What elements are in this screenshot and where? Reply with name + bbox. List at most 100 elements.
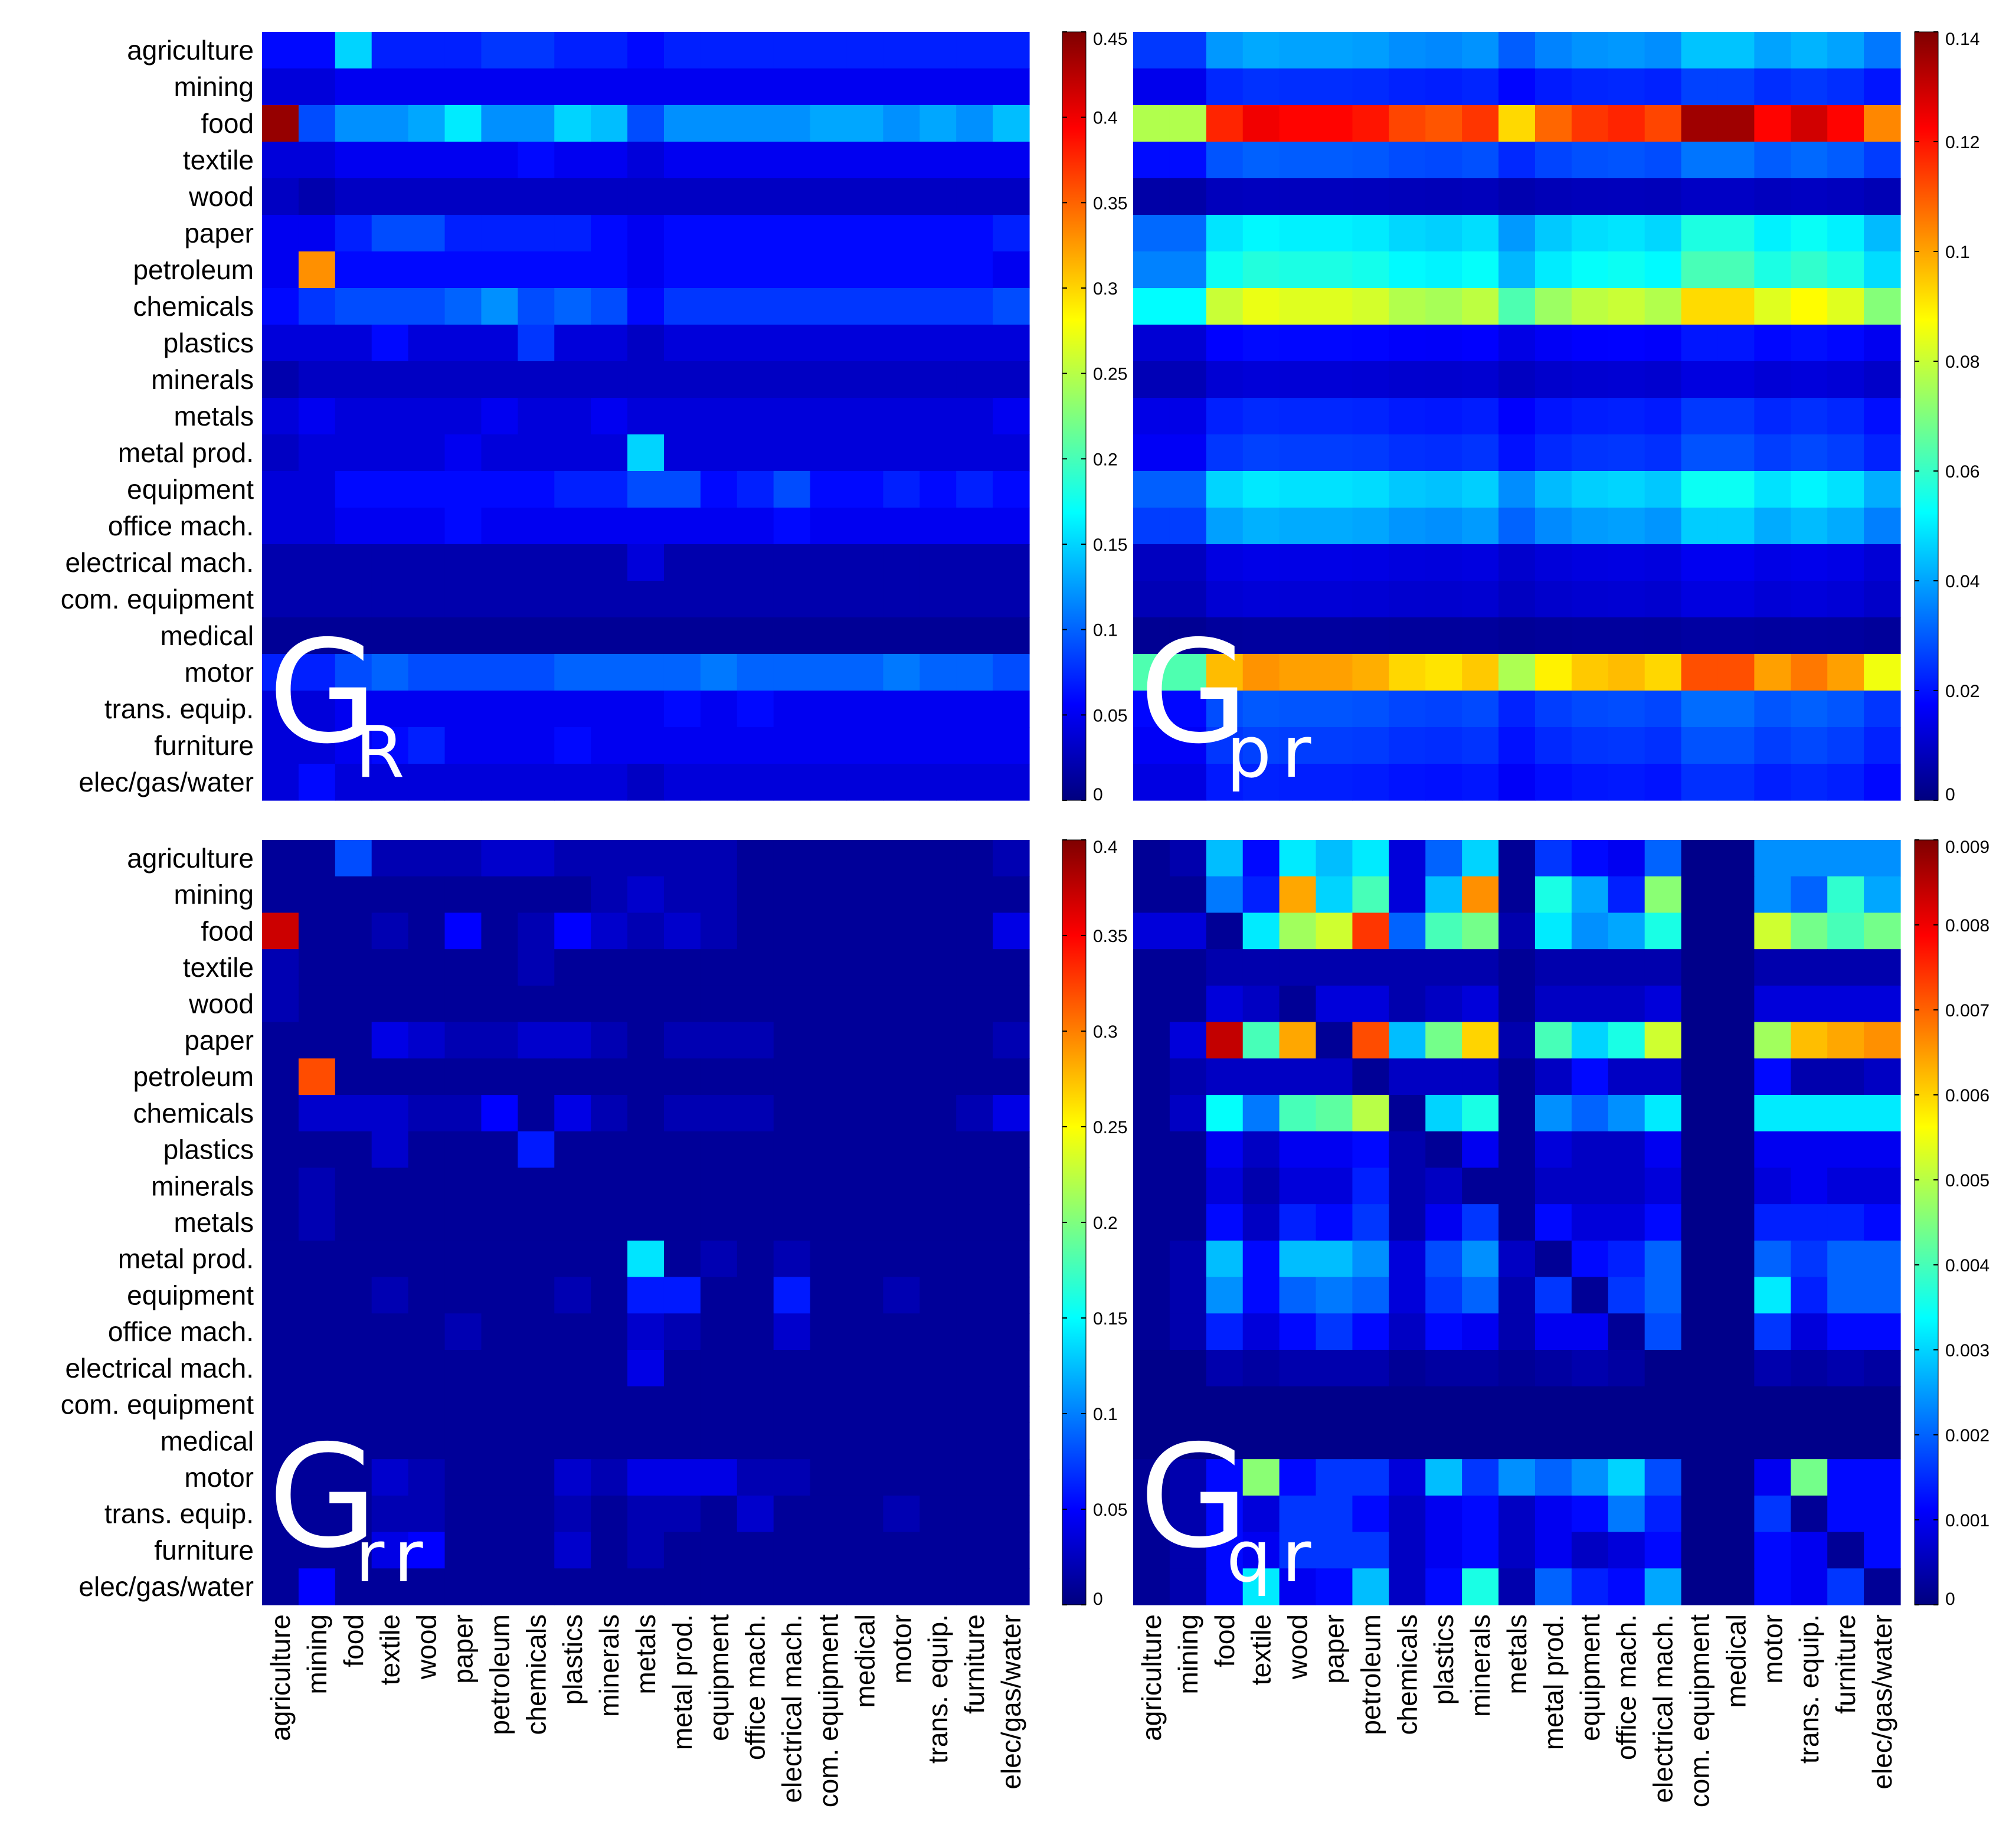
heatmap-cell: [1827, 1240, 1864, 1278]
heatmap-cell: [1242, 1459, 1280, 1496]
heatmap-cell: [773, 840, 811, 877]
heatmap-cell: [737, 654, 774, 691]
heatmap-cell: [956, 691, 993, 728]
heatmap-cell: [1498, 1277, 1536, 1314]
heatmap-cell: [883, 1240, 920, 1278]
heatmap-cell: [1571, 251, 1609, 289]
column-label: office mach.: [1611, 1614, 1642, 1760]
heatmap-cell: [700, 985, 738, 1023]
heatmap-cell: [956, 617, 993, 655]
heatmap-cell: [1389, 1459, 1426, 1496]
heatmap-cell: [1644, 654, 1682, 691]
colorbar-tick-label: 0.1: [1093, 621, 1118, 640]
heatmap-cell: [1462, 508, 1499, 545]
heatmap-cell: [262, 1350, 299, 1387]
heatmap-cell: [1242, 1095, 1280, 1132]
colorbar-tick-label: 0.25: [1093, 1118, 1127, 1137]
heatmap-cell: [1827, 1568, 1864, 1605]
heatmap-cell: [773, 1532, 811, 1569]
heatmap-cell: [810, 764, 848, 801]
heatmap-cell: [1498, 215, 1536, 252]
heatmap-cell: [1242, 288, 1280, 325]
heatmap-cell: [262, 325, 299, 362]
heatmap-cell: [1864, 876, 1901, 914]
heatmap-cell: [663, 1568, 701, 1605]
heatmap-cell: [846, 105, 884, 142]
heatmap-cell: [1133, 840, 1170, 877]
heatmap-cell: [810, 949, 848, 986]
heatmap-cell: [1571, 105, 1609, 142]
heatmap-cell: [1352, 325, 1389, 362]
heatmap-cell: [1498, 1532, 1536, 1569]
heatmap-cell: [1352, 1277, 1389, 1314]
heatmap-cell: [1316, 1532, 1353, 1569]
column-label: petroleum: [1355, 1614, 1386, 1735]
heatmap-cell: [627, 398, 665, 435]
heatmap-cell: [1608, 508, 1645, 545]
heatmap-cell: [1827, 1495, 1864, 1533]
heatmap-cell: [1571, 1167, 1609, 1205]
heatmap-cell: [700, 544, 738, 581]
heatmap-cell: [1498, 1313, 1536, 1350]
heatmap-cell: [1279, 1313, 1317, 1350]
heatmap-cell: [1133, 1386, 1170, 1424]
heatmap-cell: [481, 32, 518, 69]
heatmap-cell: [444, 1095, 482, 1132]
heatmap-cell: [627, 1386, 665, 1424]
heatmap-cell: [1791, 581, 1828, 618]
heatmap-cell: [444, 876, 482, 914]
heatmap-cell: [298, 361, 336, 398]
heatmap-cell: [1169, 840, 1207, 877]
heatmap-cell: [1389, 471, 1426, 508]
heatmap-cell: [1206, 1022, 1244, 1059]
heatmap-cell: [1169, 1240, 1207, 1278]
heatmap-cell: [1279, 1131, 1317, 1169]
heatmap-cell: [1608, 361, 1645, 398]
heatmap-cell: [700, 1095, 738, 1132]
heatmap-cell: [1169, 398, 1207, 435]
heatmap-cell: [518, 764, 555, 801]
heatmap-cell: [1462, 215, 1499, 252]
heatmap-cell: [591, 912, 628, 950]
heatmap-cell: [1206, 581, 1244, 618]
heatmap-cell: [554, 1095, 591, 1132]
heatmap-cell: [444, 1532, 482, 1569]
heatmap-cell: [591, 1532, 628, 1569]
heatmap-cell: [1425, 1495, 1462, 1533]
heatmap-cell: [1352, 1095, 1389, 1132]
heatmap-cell: [1534, 876, 1572, 914]
heatmap-cell: [1791, 68, 1828, 106]
heatmap-cell: [1352, 985, 1389, 1023]
heatmap-cell: [1462, 1350, 1499, 1387]
heatmap-cell: [1644, 876, 1682, 914]
heatmap-cell: [1169, 1204, 1207, 1241]
heatmap-cell: [1133, 178, 1170, 215]
heatmap-cell: [1242, 325, 1280, 362]
colorbar-tick-label: 0.04: [1945, 572, 1979, 591]
heatmap-cell: [1754, 434, 1791, 472]
heatmap-cell: [737, 1350, 774, 1387]
heatmap-cell: [1754, 32, 1791, 69]
heatmap-cell: [920, 949, 957, 986]
heatmap-cell: [627, 544, 665, 581]
heatmap-cell: [1352, 1532, 1389, 1569]
heatmap-cell: [1462, 691, 1499, 728]
heatmap-cell: [1608, 178, 1645, 215]
heatmap-cell: [956, 325, 993, 362]
heatmap-cell: [883, 1495, 920, 1533]
heatmap-cell: [518, 1313, 555, 1350]
heatmap-cell: [1571, 1240, 1609, 1278]
column-label: paper: [1319, 1614, 1350, 1684]
heatmap-cell: [846, 581, 884, 618]
heatmap-cell: [700, 68, 738, 106]
heatmap-cell: [920, 1422, 957, 1460]
heatmap-cell: [1425, 1532, 1462, 1569]
heatmap-cell: [627, 361, 665, 398]
heatmap-cell: [1242, 434, 1280, 472]
heatmap-cell: [1242, 1131, 1280, 1169]
heatmap-cell: [335, 68, 372, 106]
heatmap-cell: [1425, 142, 1462, 179]
heatmap-cell: [810, 142, 848, 179]
heatmap-cell: [1717, 1532, 1755, 1569]
heatmap-cell: [920, 1495, 957, 1533]
